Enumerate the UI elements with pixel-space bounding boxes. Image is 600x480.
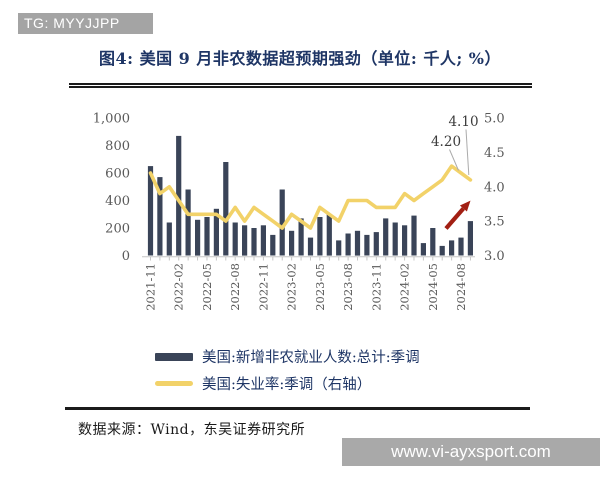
left-axis-label: 600 bbox=[105, 167, 130, 182]
legend-label-unemployment: 美国:失业率:季调（右轴） bbox=[202, 377, 372, 393]
nfp-bar bbox=[449, 240, 455, 256]
nfp-bar bbox=[317, 217, 323, 256]
nfp-bar bbox=[430, 228, 436, 256]
nfp-bar bbox=[147, 166, 154, 256]
nfp-bar bbox=[373, 232, 379, 256]
nfp-bar bbox=[402, 225, 408, 256]
x-axis-label: 2023-11 bbox=[369, 263, 383, 311]
right-axis-label: 3.5 bbox=[484, 215, 505, 230]
legend-bar-swatch bbox=[155, 352, 193, 361]
nfp-bar bbox=[354, 230, 361, 256]
annotation-label: 4.20 bbox=[431, 134, 461, 150]
trend-arrow-head bbox=[459, 200, 471, 212]
nfp-bar bbox=[307, 237, 314, 256]
nfp-bar bbox=[298, 218, 304, 256]
nfp-bar bbox=[467, 221, 473, 256]
top-double-rule bbox=[69, 83, 532, 88]
legend-label-nfp: 美国:新增非农就业人数:总计:季调 bbox=[202, 350, 420, 366]
nfp-bar bbox=[204, 217, 210, 256]
left-axis-label: 800 bbox=[105, 139, 130, 154]
nfp-bar bbox=[242, 225, 248, 256]
nfp-bar bbox=[392, 222, 398, 256]
nfp-bar bbox=[232, 222, 238, 256]
legend-item-unemployment: 美国:失业率:季调（右轴） bbox=[155, 370, 420, 397]
chart-legend: 美国:新增非农就业人数:总计:季调 美国:失业率:季调（右轴） bbox=[155, 343, 420, 397]
nfp-bar bbox=[251, 228, 257, 256]
annotation-leader-line bbox=[449, 149, 459, 171]
nfp-bar bbox=[364, 234, 370, 256]
nfp-bar bbox=[213, 208, 219, 256]
nfp-bar bbox=[383, 218, 389, 256]
nfp-bar bbox=[326, 214, 332, 256]
x-axis-label: 2023-02 bbox=[285, 263, 299, 311]
legend-line-swatch bbox=[155, 381, 193, 386]
left-axis-label: 400 bbox=[105, 194, 130, 209]
nfp-bar bbox=[411, 215, 417, 256]
nfp-bar bbox=[270, 234, 276, 256]
data-source-text: 数据来源：Wind，东吴证券研究所 bbox=[78, 422, 306, 438]
left-axis-label: 0 bbox=[122, 249, 130, 264]
watermark-bar: www.vi-ayxsport.com bbox=[342, 438, 600, 466]
x-axis-label: 2024-08 bbox=[454, 263, 468, 311]
x-axis-label: 2023-08 bbox=[341, 263, 355, 311]
nfp-bar bbox=[420, 243, 426, 256]
nfp-bar bbox=[345, 233, 351, 256]
right-axis-label: 4.5 bbox=[484, 146, 505, 161]
figure-title: 图4: 美国 9 月非农数据超预期强劲（单位: 千人; %） bbox=[98, 49, 502, 68]
trend-arrow-shaft bbox=[444, 207, 465, 230]
x-axis-label: 2024-02 bbox=[398, 263, 412, 311]
nfp-bar bbox=[260, 225, 266, 256]
x-axis-label: 2023-05 bbox=[313, 263, 327, 311]
x-axis-label: 2024-05 bbox=[426, 263, 440, 311]
nfp-bar bbox=[289, 230, 295, 256]
legend-item-nfp: 美国:新增非农就业人数:总计:季调 bbox=[155, 343, 420, 370]
nfp-bar bbox=[166, 222, 172, 256]
right-axis-label: 4.0 bbox=[484, 180, 505, 195]
annotation-label: 4.10 bbox=[448, 114, 478, 130]
x-axis-label: 2021-11 bbox=[144, 263, 158, 311]
annotation-leader-line bbox=[465, 129, 470, 176]
tg-badge: TG: MYYJJPP bbox=[18, 13, 153, 34]
nfp-bar bbox=[336, 240, 342, 256]
left-axis-label: 1,000 bbox=[93, 112, 130, 127]
x-axis-label: 2022-08 bbox=[228, 263, 242, 311]
nfp-bar bbox=[185, 189, 191, 256]
nfp-bar bbox=[279, 189, 285, 256]
nfp-bar bbox=[223, 162, 229, 256]
nfp-bar bbox=[195, 219, 201, 256]
right-axis-label: 3.0 bbox=[484, 249, 505, 264]
x-axis-label: 2022-02 bbox=[172, 263, 186, 311]
bottom-rule bbox=[65, 407, 530, 410]
unemployment-line bbox=[148, 164, 473, 230]
nfp-bar bbox=[439, 245, 445, 256]
x-axis-label: 2022-11 bbox=[256, 263, 270, 311]
right-axis-label: 5.0 bbox=[484, 112, 505, 127]
nfp-bar bbox=[176, 135, 182, 256]
x-axis-label: 2022-05 bbox=[200, 263, 214, 311]
nfp-bar bbox=[458, 237, 464, 256]
left-axis-label: 200 bbox=[105, 222, 130, 237]
nfp-bar bbox=[157, 177, 163, 256]
